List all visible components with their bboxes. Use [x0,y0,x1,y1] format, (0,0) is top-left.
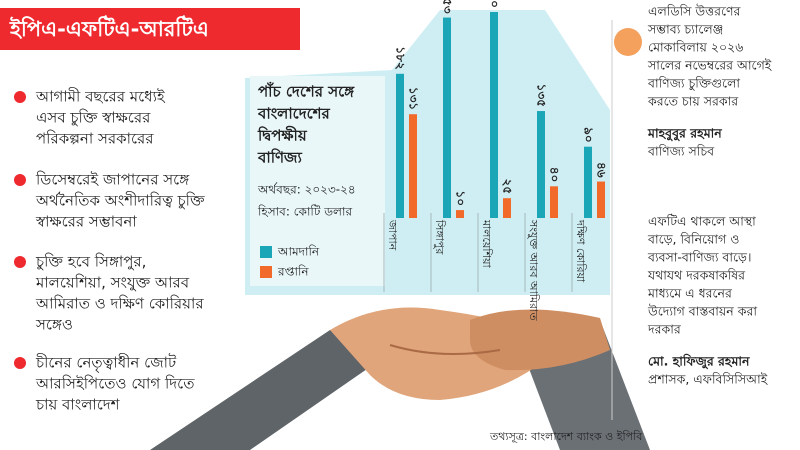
legend-swatch [260,266,272,278]
bar [443,17,451,218]
bar [490,12,498,218]
quote-text: বাণিজ্য চুক্তিগুলো [647,76,740,92]
bar [584,146,592,218]
quote-text: মাধ্যমে এ ধরনের [647,286,733,301]
bullet-text: পরিকল্পনা সরকারের [36,130,154,148]
chart-title: বাণিজ্য [257,148,302,167]
x-tick-label: সংযুক্ত আরব আমিরাত [527,219,540,321]
bullet-text: মালয়েশিয়া, সংযুক্ত আরব [35,274,190,292]
chart-title: বাংলাদেশের [257,105,330,123]
quote-text: এলডিসি উত্তরণের [648,4,742,19]
quote-text: যথাযথ দরকষাকষির [647,268,746,283]
legend-swatch [260,246,272,258]
bullet-text: আমিরাত ও দক্ষিণ কোরিয়ার [35,295,204,313]
x-tick-label: দক্ষিণ কোরিয়া [574,219,587,283]
quote-text: দরকার [647,322,682,337]
quote-text: সালের নভেম্বরের আগেই [647,58,773,73]
value-label: ১৩৫ [535,84,549,108]
bar [537,111,545,218]
header-banner [0,8,300,50]
bullet-dot [14,174,26,186]
x-tick-label: সিঙ্গাপুর [433,219,446,255]
source: তথ্যসূত্র: বাংলাদেশ ব্যাংক ও ইপিবি [489,430,643,443]
quote-role: বাণিজ্য সচিব [647,144,715,159]
value-label: ১৮২ [394,46,408,70]
chart-subtitle: হিসাব: কোটি ডলার [257,205,352,219]
bar [503,198,511,218]
quote-text: করতে চায় সরকার [647,94,739,109]
quote-icon [614,28,642,56]
bullet-text: চায় বাংলাদেশ [35,396,121,414]
quote-text: উদ্যোগ বাস্তবায়ন করা [647,304,757,319]
chart-title: দ্বিপক্ষীয় [257,126,308,145]
quote-text: মোকাবিলায় ২০২৬ [648,40,744,55]
bullet-text: অর্থনৈতিক অংশীদারিত্ব চুক্তি [35,192,205,210]
chart-text-box [250,76,385,286]
header-title: ইপিএ-এফটিএ-আরটিএ [9,15,209,41]
finger-line [389,344,501,355]
value-label: ৯০ [582,127,596,143]
bar [409,114,417,218]
value-label: ৪০ [548,167,562,183]
value-label: ২৫৩ [441,0,455,14]
bullet-text: ডিসেম্বরেই জাপানের সঙ্গে [35,171,190,189]
quote-text: এফটিএ থাকলে আস্থা [648,214,756,229]
bullet-text: আগামী বছরের মধ্যেই [35,88,166,106]
x-tick-label: জাপান [386,219,399,251]
value-label: ২৫ [501,179,515,195]
bar [396,73,404,218]
quote-name: মো. হাফিজুর রহমান [648,353,751,371]
value-label: ১৩১ [407,87,421,110]
quote-name: মাহবুবুর রহমান [647,126,723,143]
bullet-text: আরসিইপিতেও যোগ দিতে [35,375,195,393]
left-sleeve [150,330,380,450]
bullet-text: এসব চুক্তি স্বাক্ষরের [36,109,151,127]
quote-role: প্রশাসক, এফবিসিসিআই [648,372,769,387]
value-label: ১০ [454,190,468,206]
bar [550,186,558,218]
bar [597,181,605,218]
bullet-dot [14,91,26,103]
quote-text: বাড়ে, বিনিয়োগ ও [647,232,739,247]
bullet-dot [14,357,26,369]
legend-label: আমদানি [277,245,320,259]
right-hand [470,309,610,371]
quote-text: সম্ভাব্য চ্যালেঞ্জ [647,22,724,37]
bullet-text: স্বাক্ষরের সম্ভাবনা [35,213,137,231]
legend-label: রপ্তানি [277,265,309,279]
bullet-text: চীনের নেতৃত্বাধীন জোট [35,354,177,373]
bullet-dot [14,256,26,268]
handshake-illustration [150,307,650,450]
value-label: ৪৬ [595,162,609,178]
chart-subtitle: অর্থবছর: ২০২৩-২৪ [257,183,356,197]
quote-text: ব্যবসা-বাণিজ্য বাড়ে। [647,250,751,265]
chart-title: পাঁচ দেশের সঙ্গে [258,82,355,101]
bullet-text: চুক্তি হবে সিঙ্গাপুর, [35,253,146,271]
bullet-text: সঙ্গেও [35,316,73,334]
value-label: ২৬০ [488,0,502,8]
x-tick-label: মালয়েশিয়া [480,219,493,269]
bar [456,210,464,218]
